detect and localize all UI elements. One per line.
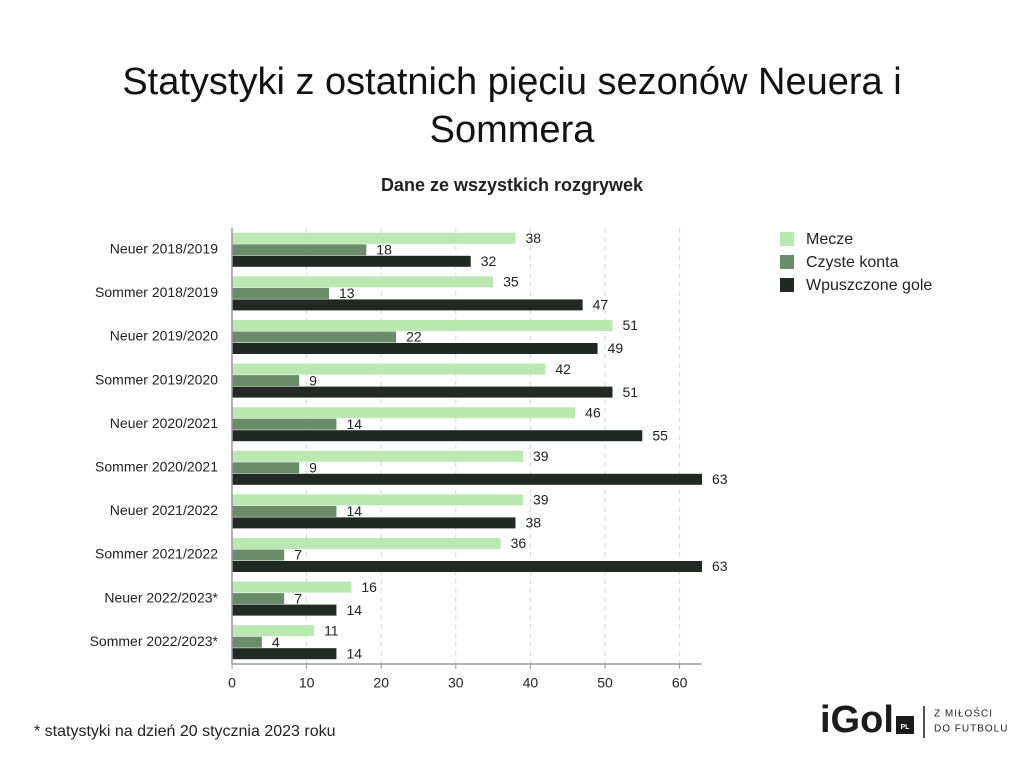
- bar: [232, 375, 300, 387]
- value-label: 39: [533, 492, 549, 508]
- x-tick-label: 40: [523, 675, 539, 691]
- y-tick-label: Neuer 2019/2020: [110, 328, 218, 344]
- y-tick-label: Sommer 2020/2021: [95, 459, 218, 475]
- bar: [232, 561, 702, 572]
- value-label: 16: [361, 579, 377, 595]
- bar: [232, 494, 523, 506]
- legend-swatch: [780, 255, 794, 269]
- logo-badge-box: [896, 716, 914, 734]
- bar: [232, 538, 501, 549]
- value-label: 63: [712, 471, 728, 487]
- value-label: 18: [376, 242, 392, 258]
- value-label: 38: [525, 515, 541, 531]
- value-label: 35: [503, 274, 519, 290]
- x-tick-label: 60: [672, 675, 688, 691]
- legend-label: Mecze: [806, 231, 853, 248]
- value-label: 7: [294, 590, 302, 606]
- value-label: 14: [346, 645, 362, 661]
- x-tick-label: 0: [228, 675, 236, 691]
- bar: [232, 276, 494, 288]
- bar: [232, 430, 643, 442]
- footnote: * statystyki na dzień 20 stycznia 2023 r…: [34, 723, 336, 740]
- y-tick-label: Sommer 2018/2019: [95, 284, 218, 300]
- bar: [232, 636, 262, 648]
- bar: [232, 386, 613, 398]
- value-label: 46: [585, 404, 601, 420]
- value-label: 14: [346, 503, 362, 519]
- legend-label: Czyste konta: [806, 254, 899, 271]
- value-label: 42: [555, 361, 571, 377]
- bar: [232, 244, 367, 256]
- tagline: DO FUTBOLU: [934, 724, 1008, 735]
- value-label: 63: [712, 558, 728, 574]
- bar: [232, 604, 337, 616]
- y-tick-label: Neuer 2022/2023*: [104, 589, 218, 605]
- bar: [232, 462, 300, 474]
- x-tick-label: 20: [373, 675, 389, 691]
- value-label: 11: [324, 622, 339, 638]
- value-label: 49: [608, 340, 624, 356]
- value-label: 22: [406, 329, 422, 345]
- bar: [232, 517, 516, 529]
- bar: [232, 450, 523, 462]
- value-label: 55: [652, 427, 668, 443]
- value-label: 51: [622, 317, 638, 333]
- legend-swatch: [780, 232, 794, 246]
- y-tick-label: Sommer 2022/2023*: [90, 633, 219, 649]
- bar: [232, 648, 337, 660]
- value-label: 13: [339, 285, 355, 301]
- legend-label: Wpuszczone gole: [806, 277, 932, 294]
- bar: [232, 299, 583, 311]
- y-tick-label: Neuer 2018/2019: [110, 241, 218, 257]
- bar: [232, 505, 337, 517]
- logo: iGol: [820, 699, 894, 741]
- value-label: 9: [309, 372, 317, 388]
- value-label: 4: [272, 634, 280, 650]
- bar: [232, 287, 329, 299]
- y-tick-label: Sommer 2021/2022: [95, 546, 218, 562]
- x-tick-label: 50: [597, 675, 613, 691]
- bar: [232, 593, 285, 605]
- tagline: Z MIŁOŚCI: [934, 707, 993, 720]
- logo-badge: PL: [901, 724, 911, 731]
- legend-swatch: [780, 278, 794, 292]
- value-label: 51: [622, 384, 638, 400]
- value-label: 7: [294, 547, 302, 563]
- bar: [232, 331, 397, 343]
- bar: [232, 581, 352, 593]
- chart-subtitle: Dane ze wszystkich rozgrywek: [381, 175, 644, 195]
- y-tick-label: Neuer 2020/2021: [110, 415, 218, 431]
- chart-title: Statystyki z ostatnich pięciu sezonów Ne…: [122, 61, 902, 151]
- bar: [232, 407, 576, 419]
- value-label: 36: [511, 535, 527, 551]
- bar: [232, 232, 516, 244]
- x-tick-label: 10: [299, 675, 315, 691]
- value-label: 39: [533, 448, 549, 464]
- y-tick-label: Sommer 2019/2020: [95, 371, 218, 387]
- y-tick-label: Neuer 2021/2022: [110, 502, 218, 518]
- bar: [232, 255, 471, 267]
- value-label: 38: [525, 230, 541, 246]
- bar: [232, 418, 337, 430]
- bar: [232, 343, 598, 354]
- value-label: 14: [346, 416, 362, 432]
- bar: [232, 625, 315, 637]
- x-tick-label: 30: [448, 675, 464, 691]
- value-label: 9: [309, 460, 317, 476]
- value-label: 32: [481, 253, 497, 269]
- bar: [232, 363, 546, 375]
- value-label: 14: [346, 602, 362, 618]
- bar: [232, 473, 702, 485]
- bar: [232, 320, 613, 331]
- value-label: 47: [593, 297, 609, 313]
- bar: [232, 549, 285, 561]
